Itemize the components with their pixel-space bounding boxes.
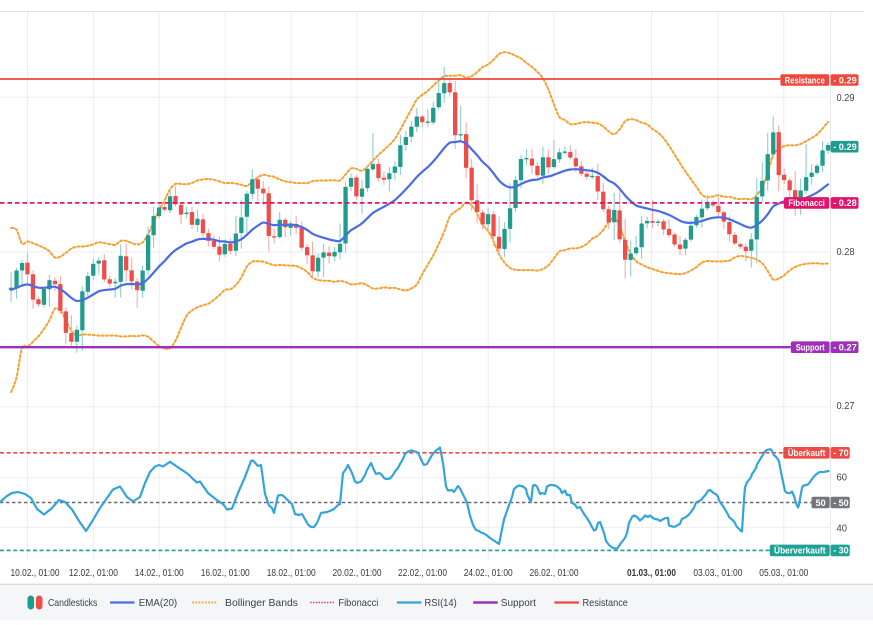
svg-text:Support: Support: [501, 598, 536, 609]
svg-text:- 0.28: - 0.28: [833, 198, 857, 208]
svg-text:22.02., 01:00: 22.02., 01:00: [398, 568, 447, 579]
svg-text:0.29: 0.29: [837, 93, 855, 104]
svg-text:- 50: - 50: [833, 498, 849, 508]
svg-text:Resistance: Resistance: [785, 75, 825, 85]
svg-text:40: 40: [837, 524, 848, 535]
svg-text:24.02., 01:00: 24.02., 01:00: [464, 568, 513, 579]
svg-text:- 70: - 70: [833, 448, 849, 458]
svg-text:Überkauft: Überkauft: [788, 448, 826, 458]
svg-text:12.02., 01:00: 12.02., 01:00: [69, 568, 118, 579]
svg-text:EMA(20): EMA(20): [139, 598, 178, 609]
svg-text:16.02., 01:00: 16.02., 01:00: [201, 568, 250, 579]
svg-text:14.02., 01:00: 14.02., 01:00: [135, 568, 184, 579]
svg-text:Candlesticks: Candlesticks: [48, 598, 97, 609]
svg-text:- 30: - 30: [833, 546, 849, 556]
svg-text:05.03., 01:00: 05.03., 01:00: [759, 568, 808, 579]
svg-text:01.03., 01:00: 01.03., 01:00: [627, 568, 676, 579]
svg-text:10.02., 01:00: 10.02., 01:00: [11, 568, 60, 579]
svg-text:- 0.29: - 0.29: [833, 75, 857, 85]
svg-text:Bollinger Bands: Bollinger Bands: [225, 598, 298, 609]
svg-text:Fibonacci: Fibonacci: [338, 598, 378, 609]
svg-text:Fibonacci: Fibonacci: [788, 198, 825, 208]
svg-text:20.02., 01:00: 20.02., 01:00: [333, 568, 382, 579]
svg-text:03.03., 01:00: 03.03., 01:00: [693, 568, 742, 579]
svg-text:18.02., 01:00: 18.02., 01:00: [267, 568, 316, 579]
svg-text:50: 50: [816, 498, 826, 508]
svg-text:RSI(14): RSI(14): [425, 598, 457, 609]
svg-text:- 0.29: - 0.29: [833, 142, 857, 152]
svg-text:0.27: 0.27: [837, 401, 855, 412]
svg-text:Resistance: Resistance: [583, 598, 629, 609]
svg-text:Support: Support: [796, 343, 825, 353]
svg-text:0.28: 0.28: [837, 247, 855, 258]
svg-text:Überverkauft: Überverkauft: [774, 546, 826, 556]
svg-text:- 0.27: - 0.27: [833, 343, 857, 353]
svg-text:26.02., 01:00: 26.02., 01:00: [530, 568, 579, 579]
svg-text:60: 60: [837, 472, 848, 483]
